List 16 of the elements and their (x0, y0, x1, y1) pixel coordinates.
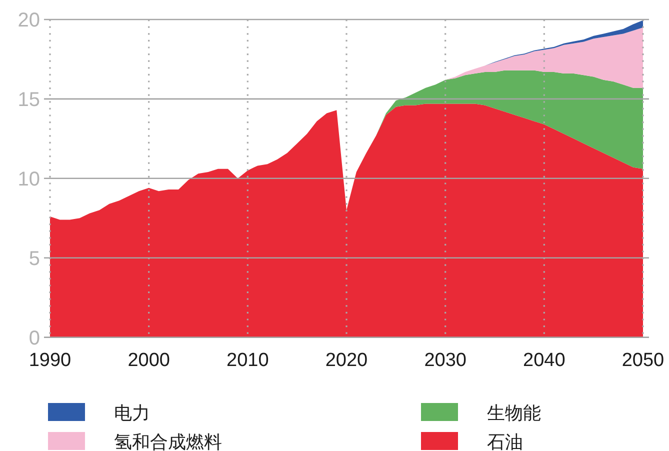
x-tick-label: 2030 (424, 350, 466, 371)
legend-label: 电力 (114, 403, 150, 423)
x-tick-label: 2010 (226, 350, 269, 371)
x-tick-label: 2020 (325, 350, 368, 371)
x-tick-label: 2050 (622, 350, 664, 371)
y-tick-label: 5 (28, 248, 40, 270)
x-tick-label: 2040 (523, 350, 566, 371)
legend-label: 氢和合成燃料 (114, 432, 222, 451)
y-tick-label: 20 (18, 10, 40, 32)
legend-label: 石油 (487, 432, 523, 451)
y-tick-label: 10 (18, 168, 40, 190)
y-tick-label: 15 (18, 88, 40, 111)
x-tick-label: 2000 (128, 350, 170, 371)
y-tick-label: 0 (28, 327, 40, 350)
x-tick-label: 1990 (28, 350, 72, 371)
legend-label: 生物能 (487, 403, 541, 423)
